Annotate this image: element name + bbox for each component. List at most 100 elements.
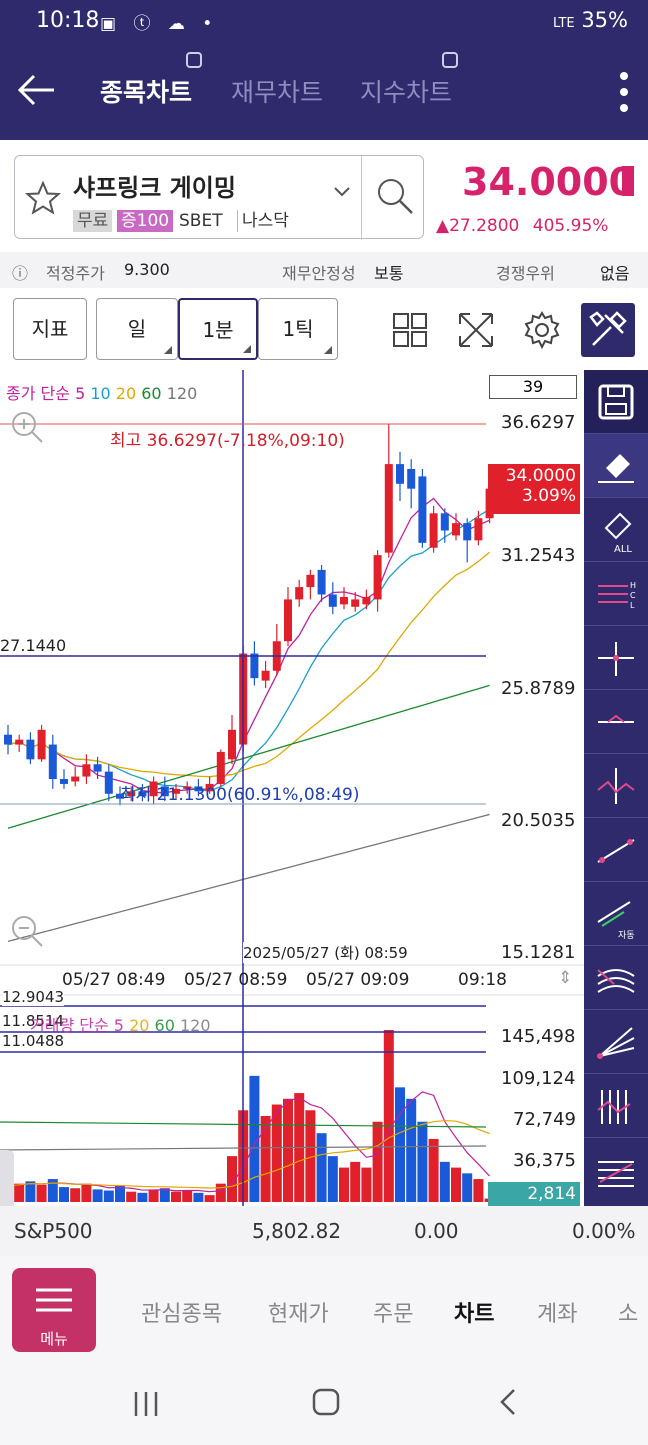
- index-ticker-row[interactable]: S&P500 5,802.82 0.00 0.00%: [0, 1206, 648, 1256]
- x-axis: 05/27 08:49 05/27 08:59 05/27 09:09 09:1…: [0, 968, 584, 994]
- settings-gear-icon[interactable]: [522, 310, 562, 350]
- fibonacci-button[interactable]: [584, 1138, 648, 1202]
- candle-body: [216, 751, 225, 784]
- exchange: 나스닥: [237, 210, 293, 232]
- eraser-all-button[interactable]: ALL: [584, 498, 648, 562]
- competition-label: 경쟁우위: [496, 264, 555, 283]
- home-icon[interactable]: [310, 1386, 342, 1418]
- menu-button[interactable]: 메뉴: [12, 1268, 96, 1352]
- tab-financial-chart[interactable]: 재무차트: [231, 78, 324, 107]
- ma-line: [7, 497, 490, 794]
- nav-watchlist[interactable]: 관심종목: [141, 1302, 222, 1327]
- stock-name: 샤프링크 게이밍: [73, 174, 236, 202]
- nav-more-partial[interactable]: 소: [618, 1302, 639, 1327]
- candle-body: [116, 793, 124, 799]
- vertical-line-icon: [597, 768, 635, 804]
- nav-current-price[interactable]: 현재가: [268, 1302, 329, 1327]
- vertical-line-button[interactable]: [584, 754, 648, 818]
- competition-value: 없음: [600, 264, 630, 283]
- auto-trend-icon: 자동: [597, 901, 635, 941]
- period-day-button[interactable]: 일: [96, 298, 178, 360]
- nav-account[interactable]: 계좌: [537, 1302, 578, 1327]
- drawing-tools-button[interactable]: [581, 303, 635, 357]
- trend-line-button[interactable]: [584, 818, 648, 882]
- candle-count-box[interactable]: 39: [489, 375, 577, 399]
- indicator-button[interactable]: 지표: [13, 298, 87, 360]
- nav-order[interactable]: 주문: [373, 1302, 414, 1327]
- candle-body: [93, 764, 102, 772]
- candle-body: [183, 786, 192, 789]
- volume-legend[interactable]: 거래량 단순 5 20 60 120: [30, 1016, 211, 1035]
- vol-y-tick: 72,749: [513, 1109, 576, 1130]
- period-1tick-button[interactable]: 1틱: [258, 298, 338, 360]
- ma-legend[interactable]: 종가 단순 5 10 20 60 120: [6, 384, 198, 403]
- chart-area[interactable]: 종가 단순 5 10 20 60 120 39 최고 36.6297(-7.18…: [0, 370, 584, 1206]
- fullscreen-icon[interactable]: [456, 310, 496, 350]
- help-icon[interactable]: ⓘ: [12, 264, 29, 283]
- save-button[interactable]: [584, 370, 648, 434]
- battery-text: 35%: [581, 8, 628, 32]
- volume-bar: [47, 1179, 58, 1202]
- zoom-out-icon[interactable]: [10, 914, 44, 948]
- side-drawer-handle[interactable]: [0, 1150, 14, 1210]
- period-1min-button[interactable]: 1분: [178, 298, 258, 360]
- volume-bar: [25, 1181, 36, 1202]
- tab-index-chart[interactable]: 지수차트: [360, 78, 453, 107]
- more-vertical-icon[interactable]: [618, 70, 630, 114]
- x-label: 09:18: [458, 970, 507, 990]
- lte-icon: LTE: [553, 16, 575, 31]
- volume-ma-line: [7, 1119, 490, 1189]
- search-icon[interactable]: [375, 176, 415, 216]
- candle-body: [429, 513, 438, 548]
- volume-ma-line: [7, 1091, 491, 1193]
- bottom-nav: 메뉴 관심종목 현재가 주문 차트 계좌 소: [0, 1256, 648, 1364]
- back-icon[interactable]: [494, 1386, 526, 1418]
- index-change-pct: 0.00%: [572, 1219, 636, 1243]
- vol-crosshair-value: 11.8514: [2, 1012, 65, 1030]
- recent-apps-icon[interactable]: [130, 1388, 162, 1420]
- candle-body: [362, 596, 371, 605]
- volume-bar: [339, 1167, 349, 1202]
- zoom-in-icon[interactable]: [10, 410, 44, 444]
- auto-trend-button[interactable]: 자동: [584, 882, 648, 946]
- horizontal-line-button[interactable]: [584, 690, 648, 754]
- stock-selector[interactable]: 샤프링크 게이밍 무료 증100 SBET 나스닥: [14, 155, 424, 240]
- status-right: LTE 35%: [553, 8, 628, 32]
- sub-badge-icon: [186, 52, 202, 68]
- arc-button[interactable]: [584, 946, 648, 1010]
- cycle-line-button[interactable]: [584, 1074, 648, 1138]
- candle-body: [328, 594, 337, 607]
- candle-body: [407, 469, 416, 489]
- eraser-all-icon: ALL: [604, 512, 632, 555]
- candle-body: [138, 791, 147, 797]
- index-change: 0.00: [414, 1219, 459, 1243]
- candle-body: [4, 734, 12, 745]
- nav-chart[interactable]: 차트: [454, 1302, 495, 1327]
- eraser-button[interactable]: [584, 434, 648, 498]
- fair-price-value: 9.300: [124, 260, 170, 279]
- tab-stock-chart[interactable]: 종목차트: [100, 78, 193, 107]
- volume-bar: [126, 1191, 137, 1202]
- notification-icons: ▣ ⓣ ☁ •: [100, 14, 219, 34]
- price-indicator-bar: [622, 166, 634, 196]
- volume-bar: [171, 1191, 181, 1202]
- volume-bar: [417, 1121, 428, 1202]
- x-label: 05/27 09:09: [306, 970, 410, 990]
- candle-body: [205, 783, 214, 792]
- fan-line-button[interactable]: [584, 1010, 648, 1074]
- volume-bar: [462, 1173, 473, 1202]
- grid-layout-icon[interactable]: [392, 312, 428, 348]
- divider: [361, 156, 362, 240]
- cross-line-button[interactable]: [584, 626, 648, 690]
- index-value: 5,802.82: [252, 1219, 342, 1243]
- y-tick: 31.2543: [501, 545, 576, 566]
- chevron-down-icon[interactable]: [333, 186, 351, 198]
- system-nav-bar: [0, 1364, 648, 1445]
- ma-line: [7, 813, 490, 943]
- back-arrow-icon[interactable]: [14, 66, 62, 114]
- price-change: ▲27.2800 405.95%: [436, 216, 608, 236]
- current-volume-tag: 2,814: [488, 1182, 580, 1206]
- star-icon[interactable]: [25, 180, 61, 216]
- candle-body: [474, 518, 483, 541]
